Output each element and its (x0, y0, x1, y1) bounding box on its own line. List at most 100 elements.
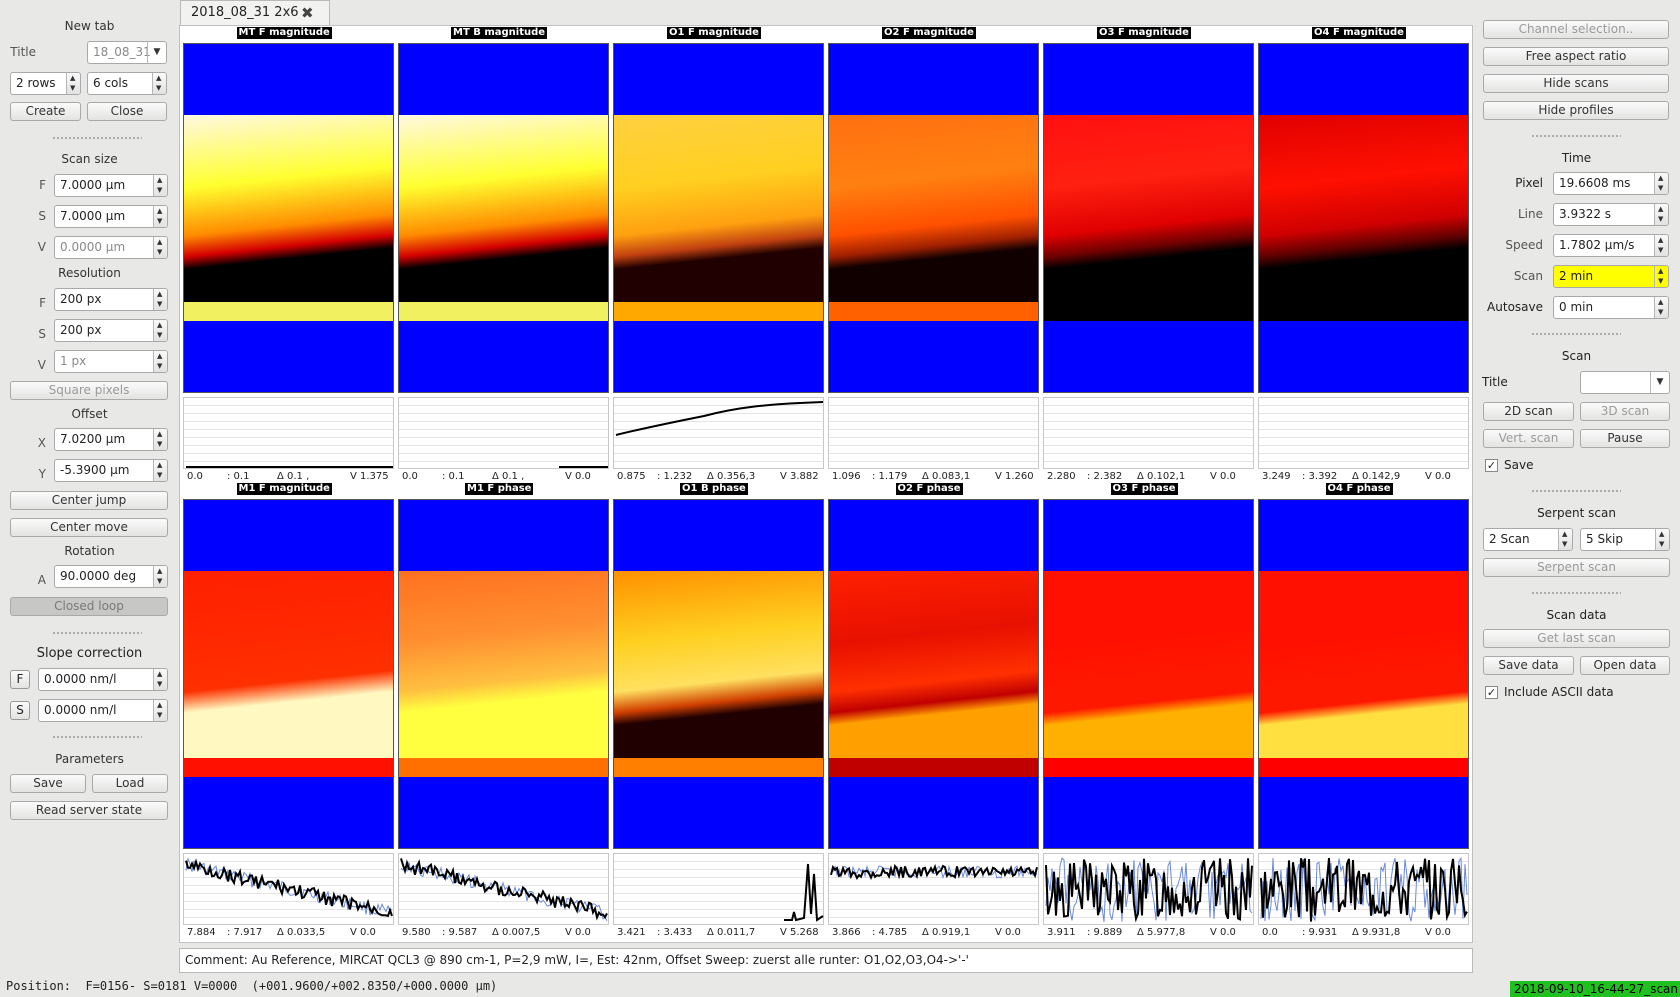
closed-loop-toggle[interactable]: Closed loop (10, 597, 168, 616)
title-label: Title (10, 45, 36, 59)
slope-s-input[interactable]: 0.0000 nm/l ▲ ▼ (38, 699, 168, 722)
scan-heading: Scan (1561, 349, 1592, 363)
stat-range: Δ 0.919,1 (922, 927, 971, 938)
offset-x-input[interactable]: 7.0200 µm ▲ ▼ (54, 428, 168, 451)
scan-image[interactable] (1043, 499, 1254, 849)
line-time-input[interactable]: 3.9322 s ▲ ▼ (1553, 203, 1669, 226)
scan-image[interactable] (183, 43, 394, 393)
scan-size-heading: Scan size (61, 152, 118, 166)
square-pixels-button[interactable]: Square pixels (10, 381, 168, 400)
stat-min: 1.096 (832, 471, 861, 482)
stat-min: 0.875 (617, 471, 646, 482)
profile-plot (615, 401, 824, 436)
line-profile (1043, 397, 1254, 469)
separator (1531, 591, 1621, 596)
channel-selection-button[interactable]: Channel selection.. (1483, 20, 1669, 39)
save-checkbox[interactable]: ✓ (1485, 459, 1498, 472)
rotation-heading: Rotation (64, 544, 115, 558)
stat-value: V 0.0 (1425, 471, 1451, 482)
scan-size-v-input[interactable]: 0.0000 µm ▲ ▼ (54, 236, 168, 259)
line-profile (613, 397, 824, 469)
serpent-scan-count-input[interactable]: 2 Scan ▲ ▼ (1483, 528, 1573, 551)
offset-y-input[interactable]: -5.3900 µm ▲ ▼ (54, 459, 168, 482)
scan-sample-area (829, 115, 1038, 302)
scan-reference-strip (399, 758, 608, 777)
scan-sample-area (1044, 115, 1253, 302)
create-button[interactable]: Create (10, 102, 81, 121)
stat-value: V 3.882 (780, 471, 819, 482)
close-icon[interactable]: ✖ (301, 4, 314, 22)
panel-title: MT F magnitude (236, 27, 332, 39)
pixel-time-input[interactable]: 19.6608 ms ▲ ▼ (1553, 172, 1669, 195)
scan-reference-strip (399, 302, 608, 321)
pixel-time-label: Pixel (1515, 176, 1543, 190)
panel-title: MT B magnitude (451, 27, 548, 39)
hide-scans-button[interactable]: Hide scans (1483, 74, 1669, 93)
scan-image[interactable] (828, 499, 1039, 849)
2d-scan-button[interactable]: 2D scan (1483, 402, 1574, 421)
stat-range: Δ 5.977,8 (1137, 927, 1186, 938)
serpent-scan-heading: Serpent scan (1537, 506, 1616, 520)
resolution-heading: Resolution (58, 266, 121, 280)
hide-profiles-button[interactable]: Hide profiles (1483, 101, 1669, 120)
serpent-scan-button[interactable]: Serpent scan (1483, 558, 1670, 577)
stat-value: V 0.0 (1425, 927, 1451, 938)
scan-size-s-input[interactable]: 7.0000 µm ▲ ▼ (54, 205, 168, 228)
scan-image[interactable] (398, 499, 609, 849)
vert-scan-button[interactable]: Vert. scan (1483, 429, 1574, 448)
scan-size-f-input[interactable]: 7.0000 µm ▲ ▼ (54, 174, 168, 197)
stat-range: Δ 0.1 , (277, 471, 310, 482)
stat-value: V 5.268 (780, 927, 819, 938)
center-move-button[interactable]: Center move (10, 518, 168, 537)
autosave-input[interactable]: 0 min ▲ ▼ (1553, 296, 1669, 319)
scan-time-label: Scan (1513, 269, 1543, 283)
profile-plot (830, 863, 1038, 881)
rows-spinbox[interactable]: 2 rows ▲ ▼ (10, 72, 81, 95)
save-data-button[interactable]: Save data (1483, 656, 1574, 675)
stat-min: 0.0 (402, 471, 418, 482)
line-time-label: Line (1517, 207, 1543, 221)
parameters-load-button[interactable]: Load (92, 774, 168, 793)
scan-image[interactable] (613, 43, 824, 393)
free-aspect-ratio-button[interactable]: Free aspect ratio (1483, 47, 1669, 66)
parameters-save-button[interactable]: Save (10, 774, 86, 793)
scan-image[interactable] (1258, 43, 1469, 393)
scan-sample-area (1044, 571, 1253, 758)
panel-title: O4 F phase (1325, 483, 1393, 495)
scan-image[interactable] (828, 43, 1039, 393)
stat-value: V 0.0 (1210, 471, 1236, 482)
scan-image[interactable] (183, 499, 394, 849)
scan-image[interactable] (1258, 499, 1469, 849)
cols-spinbox[interactable]: 6 cols ▲ ▼ (87, 72, 167, 95)
include-ascii-checkbox[interactable]: ✓ (1485, 686, 1498, 699)
tab-title-combo[interactable]: 18_08_31 ▼ (87, 41, 167, 64)
resolution-v-input[interactable]: 1 px ▲ ▼ (54, 350, 168, 373)
scan-title-combo[interactable]: ▼ (1580, 371, 1670, 394)
tab-2018-08-31[interactable]: 2018_08_31 2x6 ✖ (180, 0, 330, 26)
resolution-s-input[interactable]: 200 px ▲ ▼ (54, 319, 168, 342)
scan-image[interactable] (613, 499, 824, 849)
stat-max: : 0.1 (227, 471, 250, 482)
scan-sample-area (1259, 115, 1468, 302)
get-last-scan-button[interactable]: Get last scan (1483, 629, 1670, 648)
speed-input[interactable]: 1.7802 µm/s ▲ ▼ (1553, 234, 1669, 257)
read-server-state-button[interactable]: Read server state (10, 801, 168, 820)
3d-scan-button[interactable]: 3D scan (1580, 402, 1670, 421)
slope-f-input[interactable]: 0.0000 nm/l ▲ ▼ (38, 668, 168, 691)
pause-button[interactable]: Pause (1580, 429, 1670, 448)
scan-time-input[interactable]: 2 min ▲ ▼ (1553, 265, 1669, 288)
panel-title: O1 F magnitude (667, 27, 761, 39)
serpent-skip-count-input[interactable]: 5 Skip ▲ ▼ (1580, 528, 1670, 551)
scan-sample-area (399, 571, 608, 758)
rotation-a-input[interactable]: 90.0000 deg ▲ ▼ (54, 565, 168, 588)
scan-image[interactable] (1043, 43, 1254, 393)
stat-min: 7.884 (187, 927, 216, 938)
comment-field[interactable]: Comment: Au Reference, MIRCAT QCL3 @ 890… (179, 948, 1473, 973)
scan-image[interactable] (398, 43, 609, 393)
close-button[interactable]: Close (87, 102, 167, 121)
stat-value: V 0.0 (565, 927, 591, 938)
stat-max: : 2.382 (1087, 471, 1123, 482)
center-jump-button[interactable]: Center jump (10, 491, 168, 510)
open-data-button[interactable]: Open data (1580, 656, 1670, 675)
resolution-f-input[interactable]: 200 px ▲ ▼ (54, 288, 168, 311)
